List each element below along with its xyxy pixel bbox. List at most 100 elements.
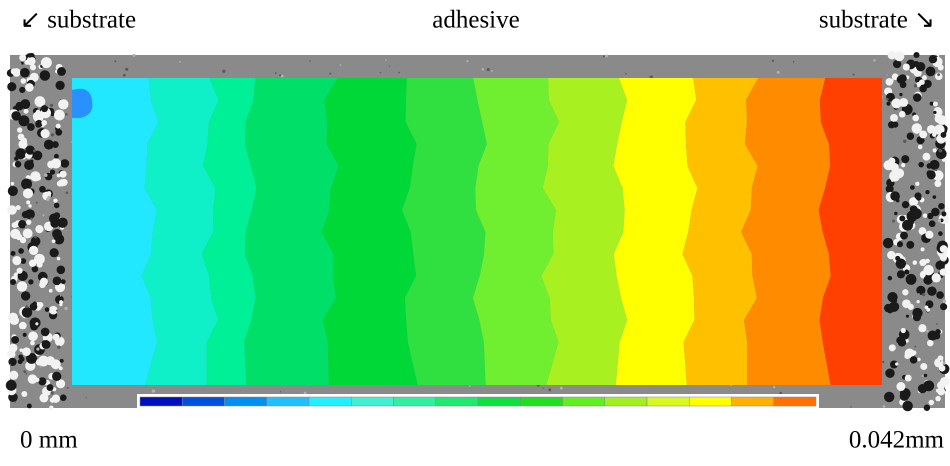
speckle (906, 274, 917, 285)
speckle (52, 372, 61, 381)
colorbar-segment (225, 397, 267, 406)
speckle (21, 179, 32, 190)
speckle (603, 55, 605, 57)
speckle (132, 54, 135, 57)
speckle (793, 61, 795, 63)
speckle (929, 220, 936, 227)
speckle (54, 203, 60, 209)
speckle (907, 211, 918, 222)
left-label: ↙ substrate (20, 7, 136, 34)
speckle (899, 93, 902, 96)
speckle (47, 384, 54, 391)
speckle (59, 171, 66, 178)
speckle (398, 72, 400, 74)
speckle (57, 346, 60, 349)
speckle (60, 394, 67, 401)
speckle (914, 84, 917, 87)
speckle (37, 262, 43, 268)
speckle (916, 62, 925, 71)
speckle (913, 93, 921, 101)
speckle (897, 270, 905, 278)
center-label: adhesive (432, 7, 519, 34)
speckle (926, 67, 936, 77)
speckle (27, 123, 35, 131)
speckle (941, 132, 947, 138)
speckle (899, 215, 905, 221)
speckle (773, 386, 775, 388)
colorbar-segment (182, 397, 224, 406)
speckle (41, 120, 47, 126)
speckle (897, 241, 903, 247)
speckle (281, 75, 284, 78)
speckle (39, 186, 46, 193)
speckle (886, 78, 893, 85)
speckle (902, 289, 908, 295)
speckle (920, 363, 927, 370)
speckle (927, 170, 936, 179)
colorbar-segment (436, 397, 478, 406)
speckle (910, 185, 915, 190)
speckle (883, 238, 893, 248)
speckle (772, 60, 774, 62)
speckle (35, 322, 38, 325)
speckle (7, 82, 16, 91)
speckle (890, 191, 900, 201)
speckle (34, 236, 37, 239)
speckle (14, 401, 16, 403)
speckle (916, 195, 922, 201)
speckle (932, 273, 941, 282)
scale-min-label: 0 mm (20, 427, 78, 454)
speckle (901, 328, 906, 333)
speckle (938, 231, 943, 236)
field-band (819, 78, 882, 385)
speckle (921, 375, 923, 377)
speckle (935, 169, 937, 171)
speckle (902, 299, 911, 308)
speckle (933, 148, 937, 152)
speckle (899, 111, 906, 118)
speckle (309, 60, 310, 61)
colorbar-segment (689, 397, 731, 406)
speckle (931, 208, 940, 217)
speckle (179, 61, 181, 63)
speckle (30, 64, 36, 70)
speckle (912, 350, 917, 355)
speckle (924, 405, 930, 411)
field-band (613, 78, 697, 385)
speckle (275, 72, 277, 74)
speckle (901, 163, 905, 167)
speckle (938, 203, 944, 209)
speckle (918, 293, 920, 295)
speckle (57, 67, 66, 76)
speckle (901, 155, 909, 163)
speckle (7, 205, 16, 214)
speckle (42, 214, 44, 216)
speckle (884, 392, 894, 402)
speckle (902, 401, 912, 411)
speckle (23, 228, 33, 238)
speckle (304, 392, 307, 395)
speckle (894, 212, 897, 215)
speckle (49, 405, 53, 409)
speckle (385, 59, 387, 61)
field-band (322, 78, 418, 385)
speckle (915, 182, 919, 186)
field-band (402, 78, 487, 385)
speckle (882, 361, 884, 363)
speckle (57, 257, 61, 261)
speckle (25, 305, 28, 308)
speckle (895, 362, 898, 365)
speckle (885, 368, 894, 377)
speckle (9, 371, 18, 380)
speckle (61, 279, 66, 284)
speckle (21, 391, 27, 397)
speckle (919, 130, 927, 138)
speckle (54, 212, 61, 219)
speckle (889, 171, 900, 182)
speckle (913, 52, 919, 58)
speckle (17, 268, 23, 274)
speckle (30, 341, 35, 346)
speckle (52, 239, 56, 243)
speckle (30, 303, 38, 311)
speckle (7, 350, 15, 358)
